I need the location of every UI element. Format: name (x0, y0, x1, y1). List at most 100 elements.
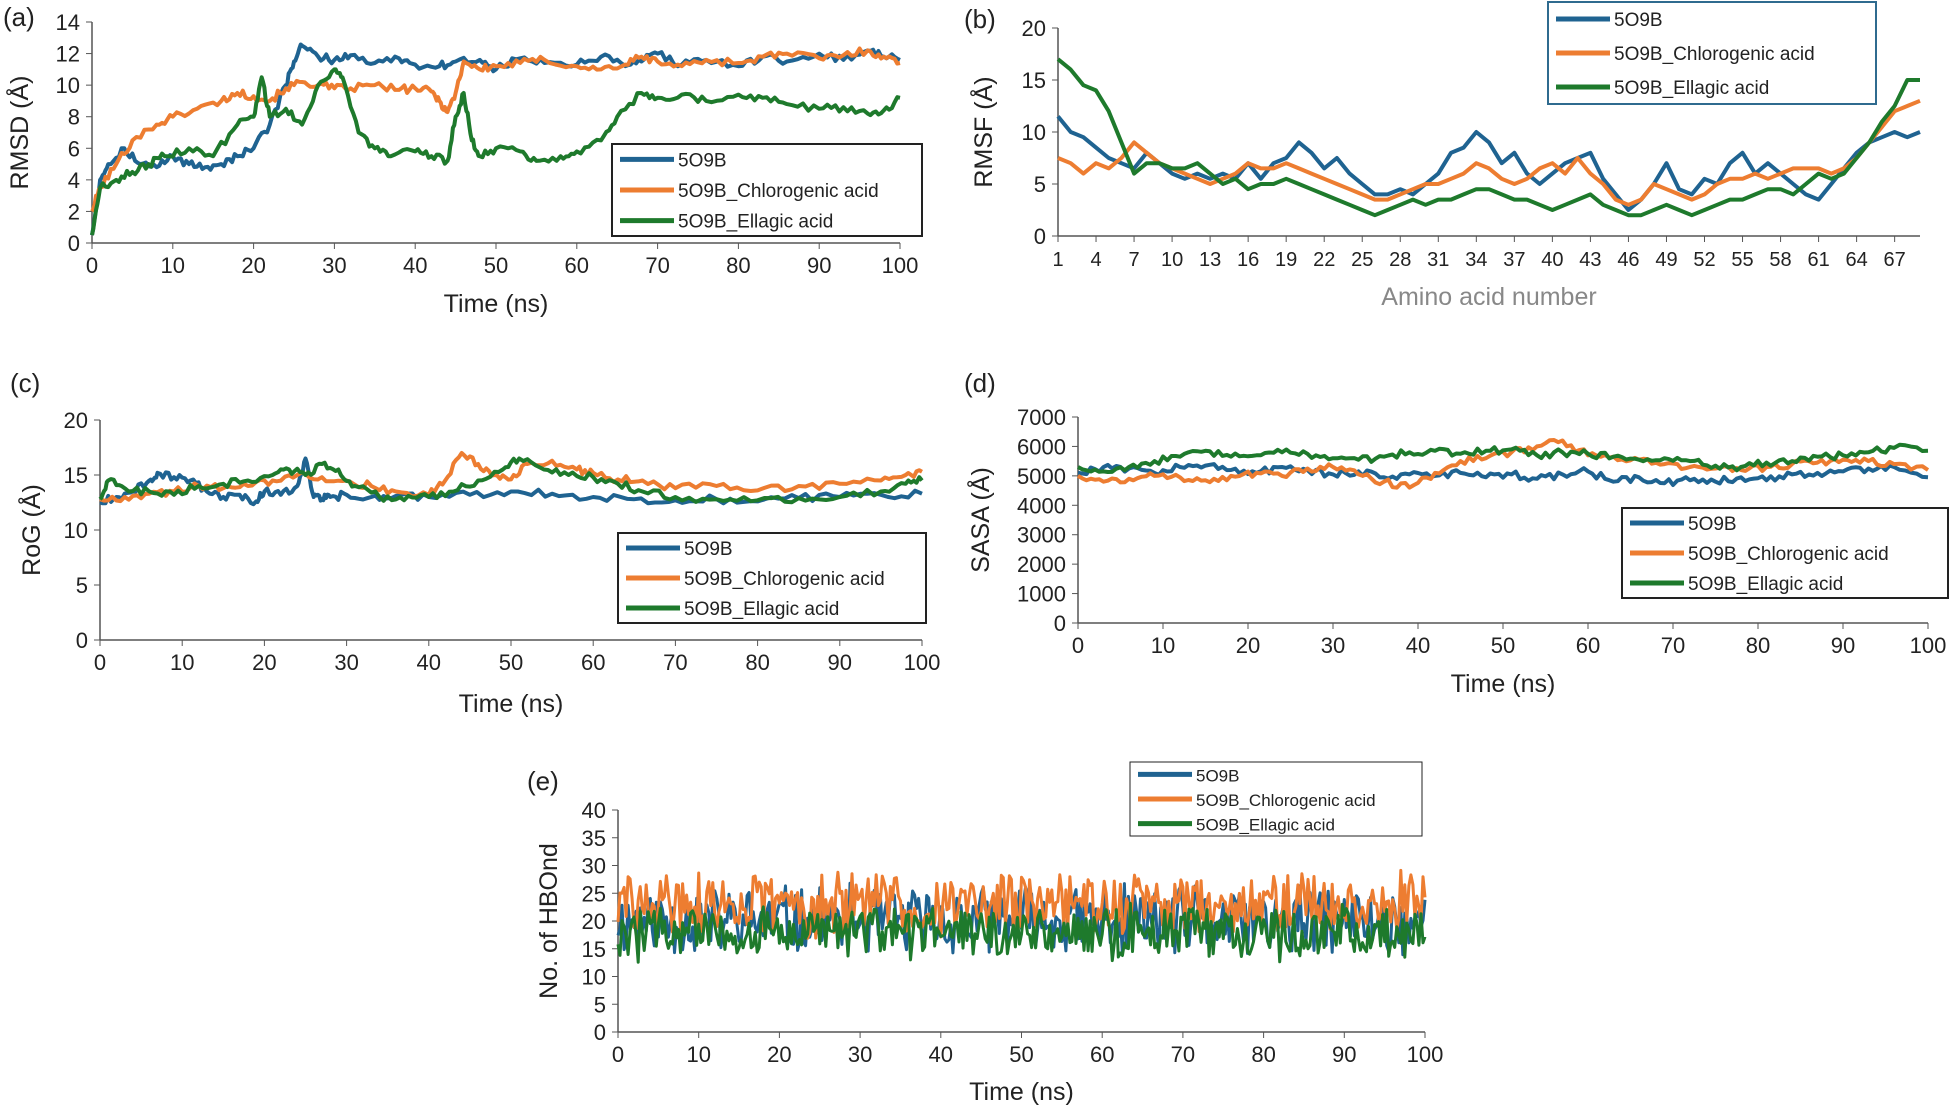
x-tick-label: 40 (1541, 249, 1563, 271)
x-tick-label: 90 (807, 253, 831, 278)
x-tick-label: 67 (1884, 249, 1906, 271)
x-tick-label: 43 (1579, 249, 1601, 271)
x-tick-label: 60 (1576, 633, 1600, 658)
panel-label: (e) (527, 766, 559, 796)
y-tick-label: 5 (1034, 172, 1046, 197)
y-tick-label: 5 (76, 573, 88, 598)
x-tick-label: 34 (1465, 249, 1487, 271)
y-tick-label: 4 (68, 168, 80, 193)
series-line-2 (1057, 98, 1921, 207)
y-axis-label: RMSD (Å) (4, 76, 34, 190)
y-tick-label: 10 (1022, 120, 1046, 145)
y-tick-label: 10 (64, 518, 88, 543)
x-tick-label: 16 (1237, 249, 1259, 271)
x-tick-label: 60 (581, 650, 605, 675)
x-tick-label: 30 (334, 650, 358, 675)
x-tick-label: 30 (848, 1042, 872, 1067)
y-tick-label: 10 (56, 73, 80, 98)
series-line-3 (1056, 57, 1920, 218)
x-tick-label: 100 (1910, 633, 1947, 658)
legend-label: 5O9B (1688, 514, 1737, 535)
x-tick-label: 50 (499, 650, 523, 675)
y-tick-label: 7000 (1017, 405, 1066, 430)
y-tick-label: 6000 (1017, 434, 1066, 459)
x-tick-label: 90 (1332, 1042, 1356, 1067)
y-tick-label: 10 (582, 965, 606, 990)
series-line-3 (1077, 442, 1929, 474)
x-tick-label: 40 (403, 253, 427, 278)
x-tick-label: 80 (726, 253, 750, 278)
y-axis-label: SASA (Å) (965, 467, 995, 573)
x-tick-label: 40 (1406, 633, 1430, 658)
x-tick-label: 28 (1389, 249, 1411, 271)
panel-label: (b) (964, 4, 996, 34)
x-tick-label: 70 (1171, 1042, 1195, 1067)
legend-label: 5O9B_Chlorogenic acid (678, 181, 879, 202)
y-tick-label: 0 (1054, 611, 1066, 636)
y-tick-label: 0 (76, 628, 88, 653)
x-tick-label: 90 (828, 650, 852, 675)
legend-label: 5O9B_Chlorogenic acid (684, 569, 885, 590)
x-tick-label: 0 (612, 1042, 624, 1067)
x-axis-label: Time (ns) (459, 690, 564, 718)
x-axis-label: Time (ns) (1451, 670, 1556, 698)
y-tick-label: 0 (594, 1020, 606, 1045)
x-tick-label: 80 (1746, 633, 1770, 658)
y-tick-label: 15 (1022, 68, 1046, 93)
series-line-2 (90, 46, 901, 213)
x-tick-label: 0 (94, 650, 106, 675)
x-tick-label: 10 (686, 1042, 710, 1067)
y-tick-label: 4000 (1017, 493, 1066, 518)
y-tick-label: 30 (582, 854, 606, 879)
x-tick-label: 30 (322, 253, 346, 278)
x-tick-label: 25 (1351, 249, 1373, 271)
x-tick-label: 58 (1769, 249, 1791, 271)
series-line-1 (1056, 115, 1921, 212)
x-tick-label: 80 (1251, 1042, 1275, 1067)
y-tick-label: 5 (594, 992, 606, 1017)
y-tick-label: 40 (582, 798, 606, 823)
y-tick-label: 8 (68, 105, 80, 130)
x-tick-label: 7 (1128, 249, 1139, 271)
series-line-2 (616, 868, 1427, 940)
x-tick-label: 20 (767, 1042, 791, 1067)
legend-label: 5O9B (1196, 766, 1239, 785)
x-tick-label: 61 (1807, 249, 1829, 271)
x-tick-label: 10 (161, 253, 185, 278)
x-tick-label: 40 (929, 1042, 953, 1067)
legend-label: 5O9B (684, 539, 733, 560)
y-tick-label: 14 (56, 10, 80, 35)
y-tick-label: 0 (1034, 224, 1046, 249)
x-tick-label: 10 (1151, 633, 1175, 658)
x-tick-label: 90 (1831, 633, 1855, 658)
x-tick-label: 46 (1617, 249, 1639, 271)
x-axis-label: Time (ns) (969, 1078, 1074, 1106)
x-tick-label: 22 (1313, 249, 1335, 271)
x-tick-label: 50 (1009, 1042, 1033, 1067)
y-tick-label: 35 (582, 826, 606, 851)
y-tick-label: 15 (64, 463, 88, 488)
legend-label: 5O9B_Ellagic acid (1614, 78, 1769, 99)
series-line-3 (90, 67, 901, 236)
x-tick-label: 64 (1845, 249, 1867, 271)
x-tick-label: 37 (1503, 249, 1525, 271)
series-line-1 (1077, 462, 1929, 487)
y-axis-label: RMSF (Å) (968, 76, 998, 187)
chart-a: (a) 0 2 4 6 8 10 12 14 0 10 20 30 40 50 60 70 80 90 100 Time… (3, 2, 923, 318)
x-tick-label: 0 (86, 253, 98, 278)
x-tick-label: 55 (1731, 249, 1753, 271)
legend-label: 5O9B_Ellagic acid (1688, 574, 1843, 595)
chart-c: (c) 0 5 10 15 20 0 10 20 30 40 50 60 70 80 90 100 Time (n… (10, 368, 940, 718)
x-tick-label: 19 (1275, 249, 1297, 271)
x-axis-label: Amino acid number (1381, 283, 1596, 311)
x-tick-label: 70 (663, 650, 687, 675)
y-tick-label: 2000 (1017, 552, 1066, 577)
y-axis-label: No. of HBOnd (535, 843, 563, 999)
x-tick-label: 50 (484, 253, 508, 278)
y-tick-label: 20 (64, 408, 88, 433)
series-line-2 (99, 451, 923, 504)
y-tick-label: 25 (582, 881, 606, 906)
y-tick-label: 6 (68, 136, 80, 161)
x-tick-label: 100 (882, 253, 919, 278)
